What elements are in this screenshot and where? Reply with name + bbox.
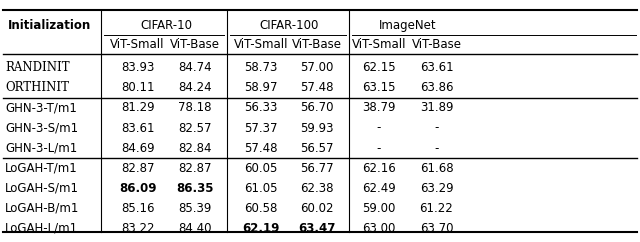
Text: ViT-Base: ViT-Base (170, 38, 220, 51)
Text: 86.09: 86.09 (119, 182, 156, 195)
Text: 83.93: 83.93 (121, 61, 154, 74)
Text: 63.47: 63.47 (298, 222, 335, 235)
Text: 83.22: 83.22 (121, 222, 154, 235)
Text: Initialization: Initialization (8, 19, 92, 32)
Text: 57.48: 57.48 (244, 142, 278, 155)
Text: 84.69: 84.69 (121, 142, 154, 155)
Text: ViT-Small: ViT-Small (234, 38, 289, 51)
Text: 82.57: 82.57 (179, 121, 212, 135)
Text: GHN-3-T/m1: GHN-3-T/m1 (5, 101, 77, 114)
Text: GHN-3-L/m1: GHN-3-L/m1 (5, 142, 77, 155)
Text: ViT-Base: ViT-Base (412, 38, 461, 51)
Text: 85.16: 85.16 (121, 202, 154, 215)
Text: 56.70: 56.70 (300, 101, 333, 114)
Text: 63.86: 63.86 (420, 81, 453, 94)
Text: RANDINIT: RANDINIT (5, 61, 70, 74)
Text: 59.93: 59.93 (300, 121, 333, 135)
Text: ViT-Small: ViT-Small (110, 38, 165, 51)
Text: 82.84: 82.84 (179, 142, 212, 155)
Text: 84.74: 84.74 (179, 61, 212, 74)
Text: 61.22: 61.22 (420, 202, 453, 215)
Text: LoGAH-B/m1: LoGAH-B/m1 (5, 202, 79, 215)
Text: 31.89: 31.89 (420, 101, 453, 114)
Text: 56.77: 56.77 (300, 162, 333, 175)
Text: 58.73: 58.73 (244, 61, 278, 74)
Text: ImageNet: ImageNet (379, 19, 436, 32)
Text: 61.68: 61.68 (420, 162, 453, 175)
Text: 63.00: 63.00 (362, 222, 396, 235)
Text: 62.49: 62.49 (362, 182, 396, 195)
Text: 58.97: 58.97 (244, 81, 278, 94)
Text: 57.48: 57.48 (300, 81, 333, 94)
Text: 63.61: 63.61 (420, 61, 453, 74)
Text: 60.05: 60.05 (244, 162, 278, 175)
Text: LoGAH-T/m1: LoGAH-T/m1 (5, 162, 78, 175)
Text: ViT-Small: ViT-Small (351, 38, 406, 51)
Text: 84.24: 84.24 (179, 81, 212, 94)
Text: 82.87: 82.87 (179, 162, 212, 175)
Text: ORTHINIT: ORTHINIT (5, 81, 69, 94)
Text: 82.87: 82.87 (121, 162, 154, 175)
Text: 61.05: 61.05 (244, 182, 278, 195)
Text: -: - (435, 142, 438, 155)
Text: 62.15: 62.15 (362, 61, 396, 74)
Text: 86.35: 86.35 (177, 182, 214, 195)
Text: -: - (377, 142, 381, 155)
Text: -: - (435, 121, 438, 135)
Text: 78.18: 78.18 (179, 101, 212, 114)
Text: 62.19: 62.19 (243, 222, 280, 235)
Text: 56.57: 56.57 (300, 142, 333, 155)
Text: 56.33: 56.33 (244, 101, 278, 114)
Text: ViT-Base: ViT-Base (292, 38, 342, 51)
Text: 80.11: 80.11 (121, 81, 154, 94)
Text: 57.37: 57.37 (244, 121, 278, 135)
Text: 38.79: 38.79 (362, 101, 396, 114)
Text: 63.29: 63.29 (420, 182, 453, 195)
Text: 83.61: 83.61 (121, 121, 154, 135)
Text: -: - (377, 121, 381, 135)
Text: 81.29: 81.29 (121, 101, 154, 114)
Text: 57.00: 57.00 (300, 61, 333, 74)
Text: 60.02: 60.02 (300, 202, 333, 215)
Text: LoGAH-S/m1: LoGAH-S/m1 (5, 182, 79, 195)
Text: LoGAH-L/m1: LoGAH-L/m1 (5, 222, 78, 235)
Text: 62.38: 62.38 (300, 182, 333, 195)
Text: 60.58: 60.58 (244, 202, 278, 215)
Text: CIFAR-100: CIFAR-100 (259, 19, 319, 32)
Text: 85.39: 85.39 (179, 202, 212, 215)
Text: GHN-3-S/m1: GHN-3-S/m1 (5, 121, 78, 135)
Text: 63.70: 63.70 (420, 222, 453, 235)
Text: 84.40: 84.40 (179, 222, 212, 235)
Text: 63.15: 63.15 (362, 81, 396, 94)
Text: 62.16: 62.16 (362, 162, 396, 175)
Text: CIFAR-10: CIFAR-10 (140, 19, 193, 32)
Text: 59.00: 59.00 (362, 202, 396, 215)
